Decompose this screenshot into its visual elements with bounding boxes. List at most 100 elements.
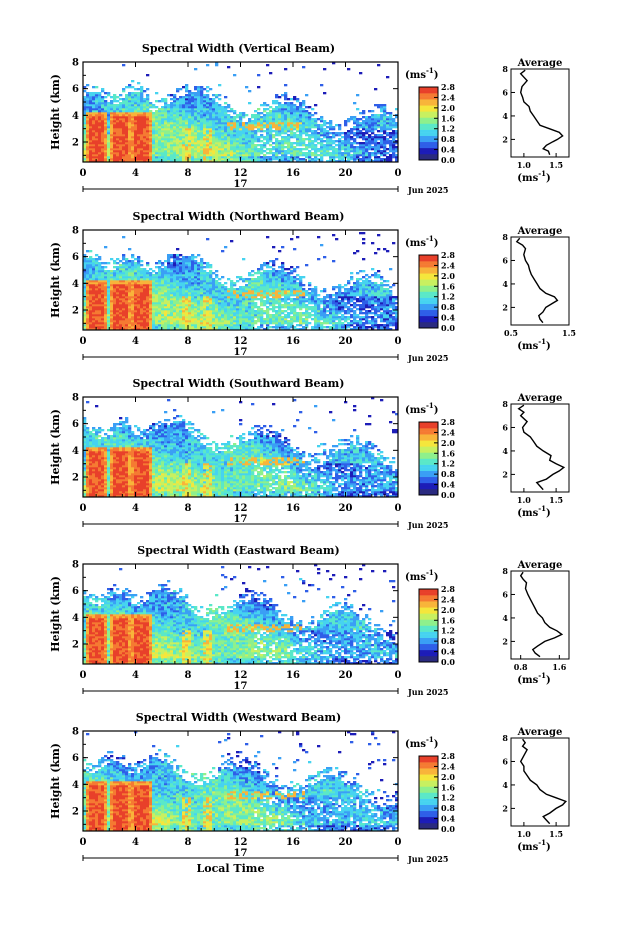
heatmap-cell	[260, 318, 264, 321]
heatmap-cell	[356, 154, 360, 157]
heatmap-cell	[122, 274, 126, 277]
heatmap-cell	[107, 304, 111, 307]
heatmap-cell	[272, 154, 276, 157]
heatmap-cell	[179, 122, 183, 125]
heatmap-cell	[89, 264, 93, 267]
heatmap-cell	[95, 86, 99, 89]
heatmap-cell	[158, 292, 162, 295]
heatmap-cell	[131, 98, 135, 101]
heatmap-cell	[128, 140, 132, 143]
heatmap-cell	[209, 266, 213, 269]
heatmap-cell	[251, 156, 255, 159]
colorbar-swatch	[419, 132, 438, 136]
heatmap-cell	[161, 110, 165, 113]
heatmap-cell	[98, 256, 102, 259]
heatmap-cell	[122, 320, 126, 323]
heatmap-cell	[353, 102, 357, 105]
heatmap-cell	[119, 156, 123, 159]
heatmap-cell	[110, 150, 114, 153]
heatmap-cell	[101, 276, 105, 279]
heatmap-cell	[185, 264, 189, 267]
heatmap-cell	[335, 144, 339, 147]
heatmap-cell	[224, 140, 228, 143]
heatmap-cell	[149, 290, 153, 293]
heatmap-cell	[185, 156, 189, 159]
heatmap-cell	[140, 270, 144, 273]
heatmap-cell	[221, 124, 225, 127]
heatmap-cell	[254, 288, 258, 291]
heatmap-cell	[86, 302, 90, 305]
heatmap-cell	[143, 328, 147, 331]
heatmap-cell	[95, 122, 99, 125]
heatmap-cell	[329, 120, 333, 123]
heatmap-cell	[104, 262, 108, 265]
heatmap-cell	[239, 300, 243, 303]
heatmap-cell	[104, 304, 108, 307]
heatmap-cell	[392, 122, 396, 125]
heatmap-cell	[272, 146, 276, 149]
heatmap-cell	[107, 294, 111, 297]
heatmap-cell	[98, 150, 102, 153]
heatmap-cell	[239, 306, 243, 309]
heatmap-cell	[188, 126, 192, 129]
heatmap-cell	[227, 106, 231, 109]
heatmap-cell	[203, 276, 207, 279]
heatmap-cell	[239, 150, 243, 153]
heatmap-cell	[251, 158, 255, 161]
heatmap-cell	[371, 120, 375, 123]
heatmap-cell	[212, 146, 216, 149]
heatmap-cell	[86, 270, 90, 273]
heatmap-cell	[98, 288, 102, 291]
heatmap-cell	[245, 154, 249, 157]
heatmap-cell	[128, 262, 132, 265]
heatmap-cell	[266, 298, 270, 301]
heatmap-cell	[131, 154, 135, 157]
heatmap-cell	[266, 64, 270, 67]
heatmap-cell	[254, 114, 258, 117]
heatmap-cell	[290, 136, 294, 139]
heatmap-cell	[389, 122, 393, 125]
heatmap-cell	[155, 262, 159, 265]
heatmap-cell	[341, 144, 345, 147]
heatmap-cell	[188, 108, 192, 111]
heatmap-cell	[140, 106, 144, 109]
heatmap-cell	[329, 144, 333, 147]
heatmap-cell	[176, 132, 180, 135]
heatmap-cell	[230, 320, 234, 323]
heatmap-cell	[359, 72, 363, 75]
y-tick-label: 8	[72, 58, 79, 69]
heatmap-cell	[107, 144, 111, 147]
heatmap-cell	[164, 296, 168, 299]
heatmap-cell	[164, 312, 168, 315]
heatmap-cell	[98, 278, 102, 281]
heatmap-cell	[224, 304, 228, 307]
heatmap-cell	[194, 272, 198, 275]
heatmap-cell	[128, 122, 132, 125]
heatmap-cell	[209, 104, 213, 107]
heatmap-cell	[338, 148, 342, 151]
heatmap-cell	[158, 300, 162, 303]
heatmap-cell	[281, 94, 285, 97]
heatmap-cell	[230, 154, 234, 157]
heatmap-cell	[200, 102, 204, 105]
heatmap-cell	[146, 296, 150, 299]
heatmap-cell	[242, 146, 246, 149]
heatmap-cell	[131, 100, 135, 103]
heatmap-cell	[269, 148, 273, 151]
heatmap-cell	[176, 320, 180, 323]
heatmap-cell	[98, 258, 102, 261]
heatmap-cell	[83, 310, 87, 313]
heatmap-cell	[233, 120, 237, 123]
heatmap-cell	[254, 294, 258, 297]
heatmap-cell	[158, 278, 162, 281]
heatmap-cell	[152, 288, 156, 291]
heatmap-cell	[209, 278, 213, 281]
heatmap-cell	[182, 276, 186, 279]
heatmap-cell	[182, 136, 186, 139]
average-x-tick-label: 1.0	[517, 160, 531, 170]
heatmap-cell	[251, 154, 255, 157]
heatmap-cell	[152, 286, 156, 289]
heatmap-cell	[140, 310, 144, 313]
heatmap-cell	[356, 126, 360, 129]
heatmap-cell	[377, 126, 381, 129]
